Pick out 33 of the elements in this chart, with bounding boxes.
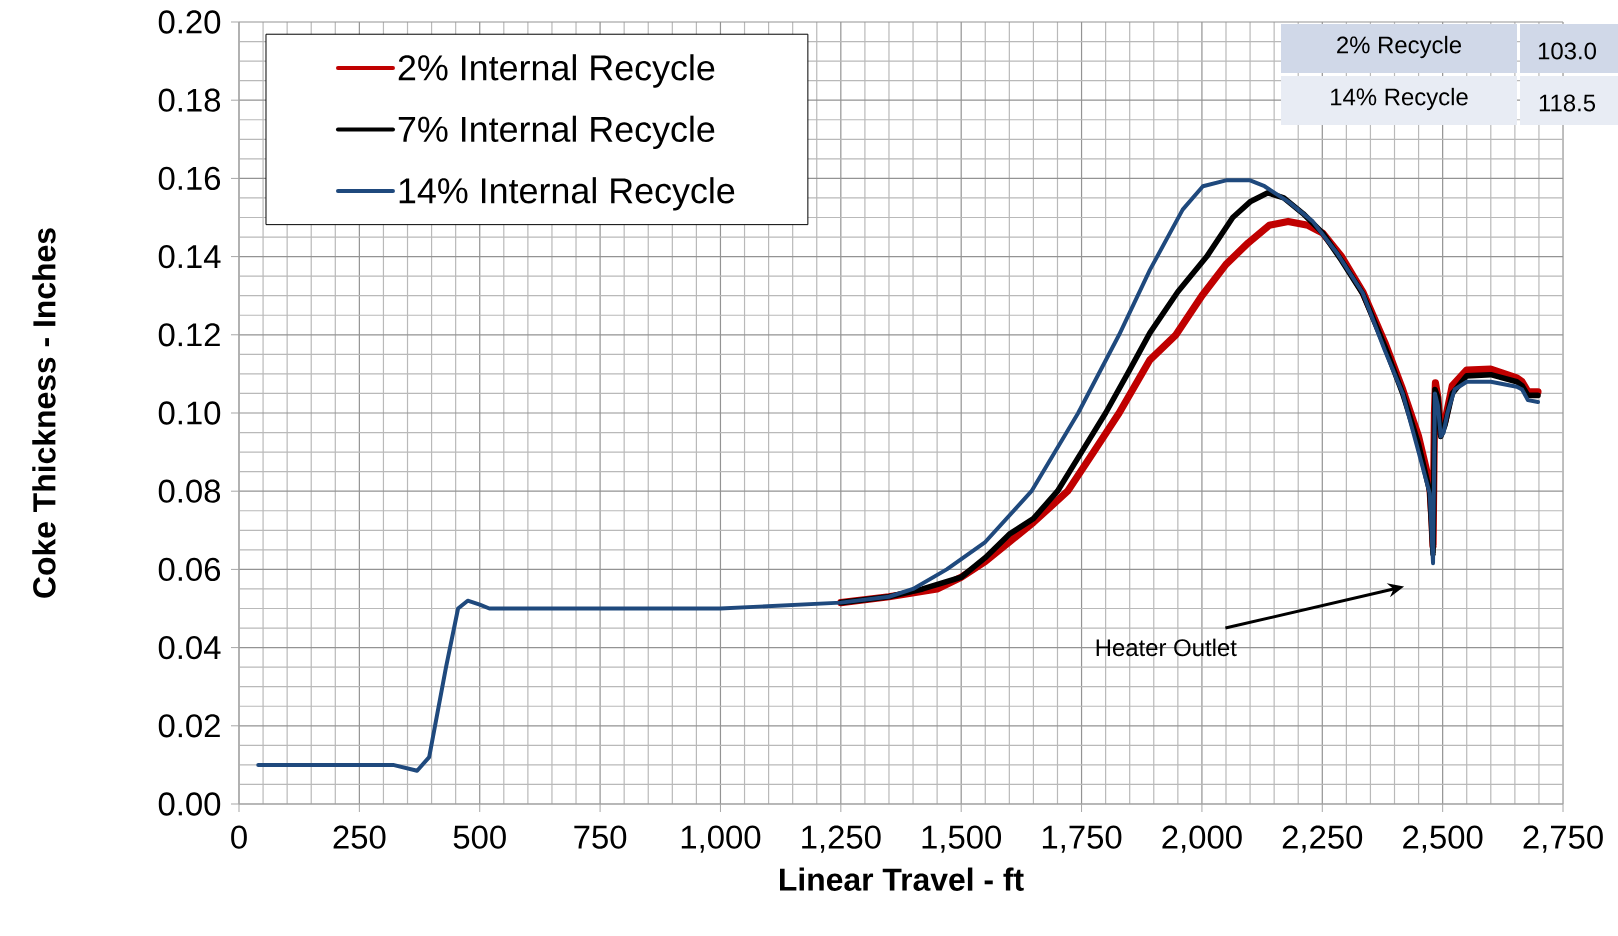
y-tick-label: 0.06 [158,557,221,582]
x-tick-label: 1,500 [922,825,1002,853]
x-tick-label: 0 [231,825,247,849]
annotation: 103.0 [1538,42,1596,60]
annotation: 118.5 [1539,94,1596,112]
y-tick-label: 0.08 [158,479,221,503]
legend-label: 14% Internal Recycle [399,177,735,211]
x-tick-label: 2,250 [1282,825,1363,853]
y-tick-label: 0.04 [158,635,221,660]
y-tick-label: 0.10 [158,401,221,425]
x-tick-label: 500 [453,825,506,849]
x-axis-title: Linear Travel - ft [780,867,1024,891]
y-tick-label: 0.14 [158,244,221,269]
x-tick-label: 750 [574,825,627,849]
y-tick-label: 0.20 [158,10,221,34]
x-tick-label: 2,500 [1403,825,1483,853]
x-tick-label: 1,750 [1042,825,1122,853]
x-tick-label: 2,000 [1162,825,1242,853]
x-tick-label: 2,750 [1523,825,1603,853]
annotation: 2% Recycle [1337,35,1462,59]
annotation: 14% Recycle [1331,87,1468,111]
y-tick-label: 0.00 [158,792,221,816]
y-tick-label: 0.02 [158,714,220,738]
annotation: Heater Outlet [1096,638,1237,657]
y-tick-label: 0.18 [158,88,221,112]
legend-label: 7% Internal Recycle [398,115,715,150]
x-tick-label: 250 [333,825,386,849]
x-tick-label: 1,000 [681,825,761,853]
y-tick-label: 0.12 [158,323,220,347]
y-tick-label: 0.16 [158,166,221,191]
legend-label: 2% Internal Recycle [398,54,715,88]
y-axis-title: Coke Thickness - Inches [32,228,56,598]
x-tick-label: 1,250 [802,825,881,853]
